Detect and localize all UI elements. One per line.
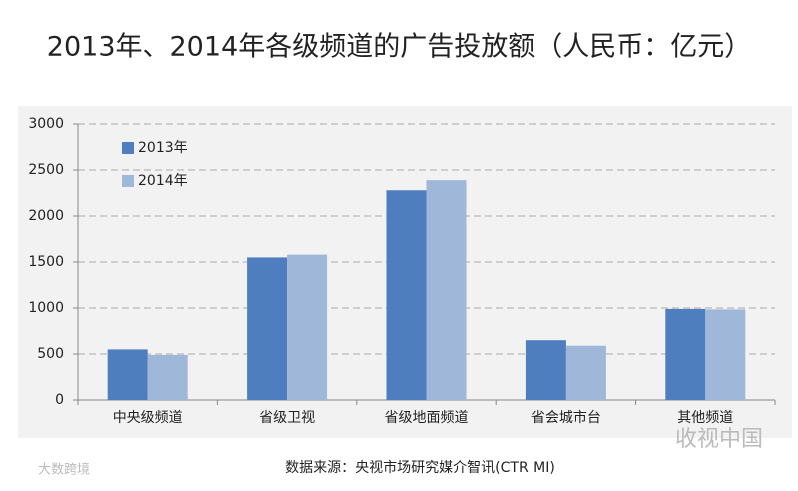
- bar: [525, 340, 566, 400]
- legend-swatch: [122, 175, 134, 187]
- bar: [247, 257, 288, 400]
- y-tick-label: 0: [55, 392, 64, 408]
- y-tick-label: 1000: [28, 300, 64, 316]
- y-tick-label: 3000: [28, 116, 64, 132]
- bar: [147, 354, 188, 400]
- y-tick-label: 500: [37, 346, 64, 362]
- legend-label: 2014年: [138, 173, 188, 189]
- bar: [565, 345, 606, 400]
- x-tick-label: 省级卫视: [259, 410, 315, 426]
- watermark: 收视中国: [675, 427, 763, 452]
- bar: [426, 180, 467, 400]
- x-tick-label: 省会城市台: [531, 409, 601, 426]
- source: 数据来源：央视市场研究媒介智讯(CTR MI): [285, 459, 555, 476]
- watermark: 大数跨境: [38, 463, 90, 478]
- bar: [107, 349, 148, 400]
- bar: [386, 190, 427, 400]
- x-tick-label: 其他频道: [677, 410, 733, 426]
- bar: [665, 308, 706, 400]
- y-tick-label: 2500: [28, 162, 64, 178]
- chart-title: 2013年、2014年各级频道的广告投放额（人民币：亿元）: [47, 32, 751, 63]
- y-tick-label: 2000: [28, 208, 64, 224]
- x-tick-label: 省级地面频道: [385, 410, 469, 426]
- bar: [705, 309, 746, 400]
- legend-swatch: [122, 142, 134, 154]
- x-tick-label: 中央级频道: [113, 410, 183, 426]
- legend-label: 2013年: [138, 140, 188, 156]
- y-tick-label: 1500: [28, 254, 64, 270]
- bar: [287, 254, 328, 400]
